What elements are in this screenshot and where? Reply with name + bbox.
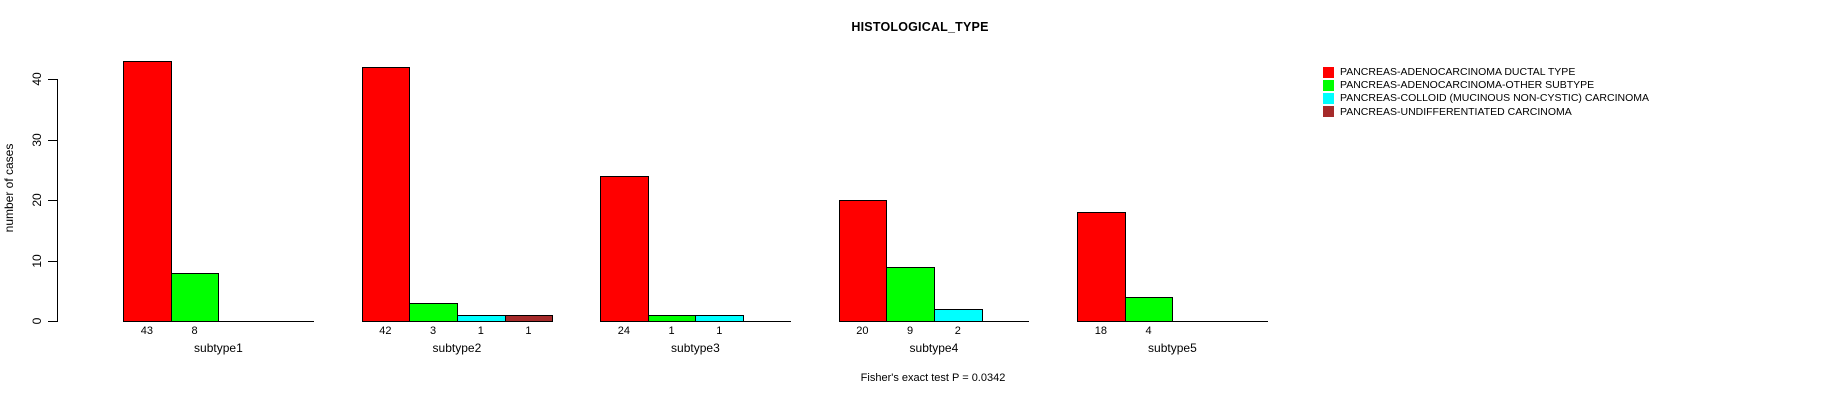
x-group-label: subtype5 bbox=[1148, 341, 1197, 355]
bar bbox=[504, 314, 554, 322]
bar-value-label: 18 bbox=[1094, 325, 1107, 337]
legend-swatch bbox=[1323, 79, 1334, 91]
bar-value-label: 8 bbox=[191, 325, 198, 337]
bar-value-label: 20 bbox=[856, 325, 869, 337]
bar bbox=[1077, 212, 1126, 322]
bar bbox=[600, 175, 649, 322]
bar-value-label: 1 bbox=[716, 325, 723, 337]
y-tick-label: 10 bbox=[30, 253, 44, 268]
bar bbox=[886, 266, 935, 322]
y-tick-label: 0 bbox=[30, 317, 44, 325]
y-tick-label: 20 bbox=[30, 193, 44, 207]
legend-label: PANCREAS-COLLOID (MUCINOUS NON-CYSTIC) C… bbox=[1340, 92, 1649, 105]
legend-swatch bbox=[1323, 92, 1334, 104]
bar bbox=[695, 314, 745, 322]
bar-value-label: 1 bbox=[525, 325, 532, 337]
y-tick bbox=[48, 79, 57, 80]
y-axis-line bbox=[57, 79, 58, 322]
legend-item: PANCREAS-COLLOID (MUCINOUS NON-CYSTIC) C… bbox=[1323, 92, 1649, 104]
bar-value-label: 4 bbox=[1145, 325, 1152, 337]
legend-label: PANCREAS-ADENOCARCINOMA DUCTAL TYPE bbox=[1340, 66, 1576, 78]
bar bbox=[170, 272, 220, 322]
legend-item: PANCREAS-ADENOCARCINOMA DUCTAL TYPE bbox=[1323, 66, 1575, 78]
y-axis-label: number of cases bbox=[2, 143, 16, 233]
y-tick-label: 30 bbox=[30, 132, 44, 147]
y-tick-label: 40 bbox=[30, 72, 44, 86]
bar-value-label: 1 bbox=[477, 325, 484, 337]
bar bbox=[456, 314, 506, 322]
y-tick bbox=[48, 321, 57, 322]
bar bbox=[409, 302, 458, 322]
bar bbox=[838, 200, 888, 322]
x-group-label: subtype2 bbox=[432, 341, 482, 355]
legend-swatch bbox=[1323, 66, 1334, 78]
y-tick bbox=[48, 260, 57, 262]
bar bbox=[361, 66, 411, 322]
x-group-label: subtype1 bbox=[194, 341, 243, 355]
legend-label: PANCREAS-UNDIFFERENTIATED CARCINOMA bbox=[1340, 105, 1572, 118]
bar bbox=[1124, 296, 1174, 322]
x-group-label: subtype3 bbox=[671, 341, 720, 355]
legend-label: PANCREAS-ADENOCARCINOMA-OTHER SUBTYPE bbox=[1340, 79, 1595, 92]
chart-title: HISTOLOGICAL_TYPE bbox=[851, 20, 989, 34]
y-tick bbox=[48, 200, 57, 201]
fisher-test-note: Fisher's exact test P = 0.0342 bbox=[860, 372, 1006, 384]
bar-value-label: 2 bbox=[954, 325, 961, 337]
bar-value-label: 3 bbox=[429, 325, 437, 337]
bar bbox=[933, 308, 983, 322]
bar-value-label: 42 bbox=[379, 325, 392, 337]
legend-swatch bbox=[1323, 106, 1334, 118]
bar-value-label: 1 bbox=[668, 325, 675, 337]
bar-value-label: 24 bbox=[617, 325, 630, 337]
y-tick bbox=[48, 139, 57, 141]
x-group-label: subtype4 bbox=[909, 341, 959, 355]
bar-value-label: 9 bbox=[906, 325, 914, 337]
bar-value-label: 43 bbox=[140, 325, 153, 337]
legend-item: PANCREAS-ADENOCARCINOMA-OTHER SUBTYPE bbox=[1323, 79, 1594, 91]
bar bbox=[647, 314, 697, 322]
legend-item: PANCREAS-UNDIFFERENTIATED CARCINOMA bbox=[1323, 106, 1572, 118]
bar bbox=[123, 60, 172, 322]
